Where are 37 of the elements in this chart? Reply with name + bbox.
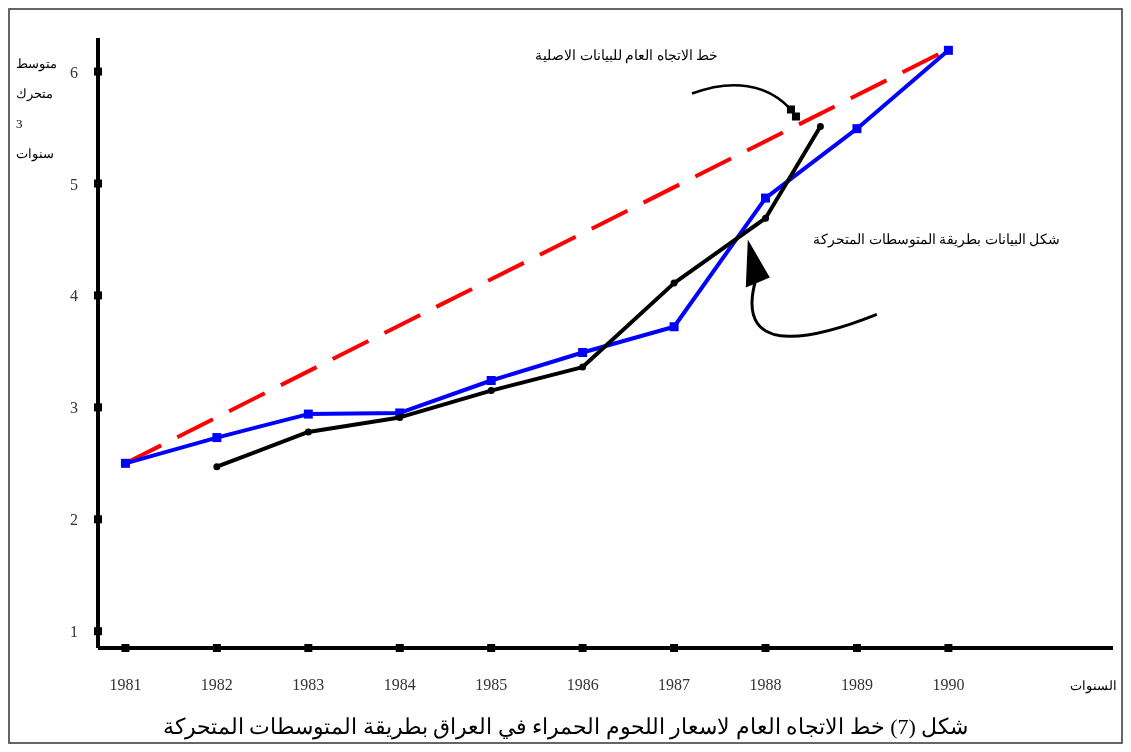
- y-tick-label: 3: [70, 399, 78, 417]
- point: [212, 433, 222, 443]
- x-tick-label: 1981: [109, 676, 142, 693]
- x-tick-label: 1985: [475, 676, 508, 693]
- y-tick-label: 2: [70, 511, 78, 529]
- point: [487, 387, 495, 395]
- y-tick-label: 6: [70, 63, 78, 81]
- x-tick-label: 1990: [932, 676, 965, 693]
- point: [669, 322, 679, 332]
- y-tick-label: 1: [70, 623, 78, 641]
- x-axis-title: السنوات: [1069, 678, 1117, 694]
- x-tick-label: 1982: [200, 676, 233, 693]
- point: [943, 45, 953, 55]
- point: [762, 214, 770, 222]
- point: [396, 413, 404, 421]
- annotation: خط الاتجاه العام للبيانات الاصلية: [535, 47, 719, 64]
- point: [579, 363, 587, 371]
- x-tick-label: 1987: [658, 676, 691, 693]
- text: شكل (7) خط الاتجاه العام لاسعار اللحوم الحمراء في العراق بطريقة المتوسطات المتحركة: [162, 714, 969, 740]
- x-tick-label: 1983: [292, 676, 325, 693]
- point: [852, 124, 862, 134]
- point: [816, 122, 824, 130]
- x-tick-label: 1986: [566, 676, 599, 693]
- y-tick-label: 4: [70, 287, 78, 305]
- x-tick-label: 1984: [383, 676, 416, 693]
- point: [120, 458, 130, 468]
- point: [670, 279, 678, 287]
- x-tick-label: 1988: [749, 676, 782, 693]
- point: [213, 463, 221, 471]
- point: [486, 376, 496, 385]
- annotation: شكل البيانات بطريقة المتوسطات المتحركة: [813, 232, 1061, 249]
- x-tick-label: 1989: [840, 676, 873, 693]
- point: [304, 428, 312, 436]
- point: [578, 348, 588, 358]
- point: [761, 193, 771, 203]
- y-tick-label: 5: [70, 175, 78, 193]
- point: [303, 409, 313, 419]
